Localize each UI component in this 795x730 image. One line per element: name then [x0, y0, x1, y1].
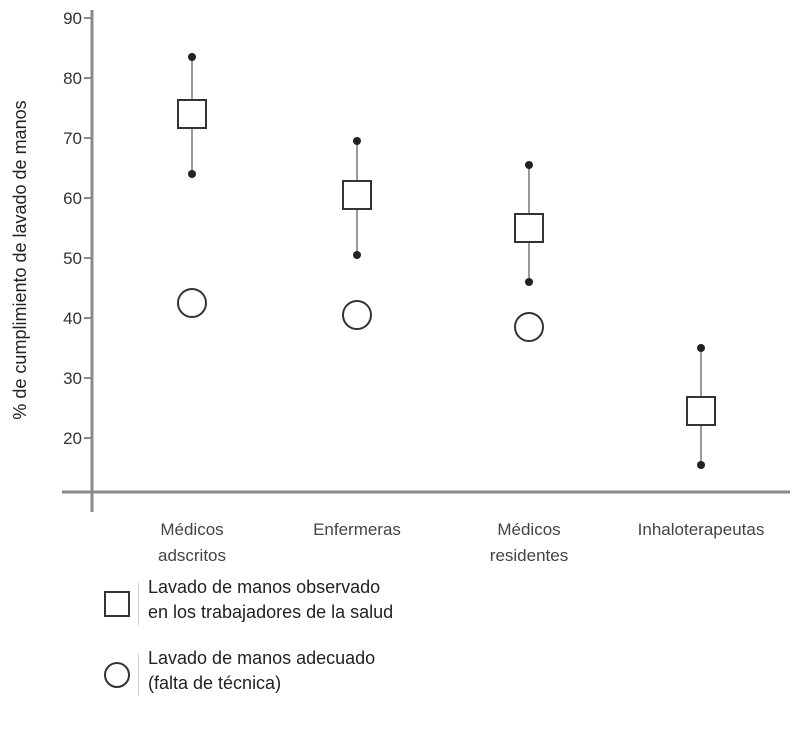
circle-icon — [104, 662, 130, 688]
legend-separator — [138, 654, 139, 696]
y-axis-title: % de cumplimiento de lavado de manos — [10, 100, 30, 419]
observed-point — [342, 180, 372, 210]
y-tick-label: 30 — [63, 369, 82, 388]
x-category-label: Enfermeras — [313, 520, 401, 539]
y-tick-label: 40 — [63, 309, 82, 328]
legend-label-line: en los trabajadores de la salud — [148, 602, 394, 622]
legend-label-line: Lavado de manos adecuado — [148, 648, 376, 668]
legend-label-line: (falta de técnica) — [148, 673, 282, 693]
legend-label-adequate: Lavado de manos adecuado (falta de técni… — [148, 646, 375, 696]
x-category-label: Inhaloterapeutas — [638, 520, 765, 539]
y-tick-label: 70 — [63, 129, 82, 148]
adequate-point — [342, 300, 372, 330]
legend-separator — [138, 583, 139, 625]
y-tick-label: 50 — [63, 249, 82, 268]
chart-labels: 20 30 40 50 60 70 80 90 Médicos adscritos Enfermer… — [63, 9, 764, 565]
x-category-label: Médicos — [497, 520, 560, 539]
legend-item-observed: Lavado de manos observado en los trabaja… — [100, 575, 520, 631]
x-category-label: adscritos — [158, 546, 226, 565]
legend-item-adequate: Lavado de manos adecuado (falta de técni… — [100, 646, 520, 702]
observed-point — [686, 396, 716, 426]
error-low-dot — [188, 170, 196, 178]
y-tick-label: 90 — [63, 9, 82, 28]
y-tick-label: 60 — [63, 189, 82, 208]
observed-point — [514, 213, 544, 243]
legend-label-line: Lavado de manos observado — [148, 577, 381, 597]
square-icon — [104, 591, 130, 617]
chart-marks — [177, 53, 716, 469]
error-high-dot — [525, 161, 533, 169]
y-tick-label: 20 — [63, 429, 82, 448]
x-category-label: residentes — [490, 546, 568, 565]
observed-point — [177, 99, 207, 129]
error-high-dot — [697, 344, 705, 352]
error-low-dot — [525, 278, 533, 286]
chart: 20 30 40 50 60 70 80 90 Médicos adscritos Enfermer… — [10, 9, 790, 565]
adequate-point — [177, 288, 207, 318]
y-tick-label: 80 — [63, 69, 82, 88]
error-low-dot — [697, 461, 705, 469]
adequate-point — [514, 312, 544, 342]
error-high-dot — [188, 53, 196, 61]
legend-label-observed: Lavado de manos observado en los trabaja… — [148, 575, 393, 625]
error-high-dot — [353, 137, 361, 145]
error-low-dot — [353, 251, 361, 259]
x-category-label: Médicos — [160, 520, 223, 539]
axes — [62, 10, 790, 512]
